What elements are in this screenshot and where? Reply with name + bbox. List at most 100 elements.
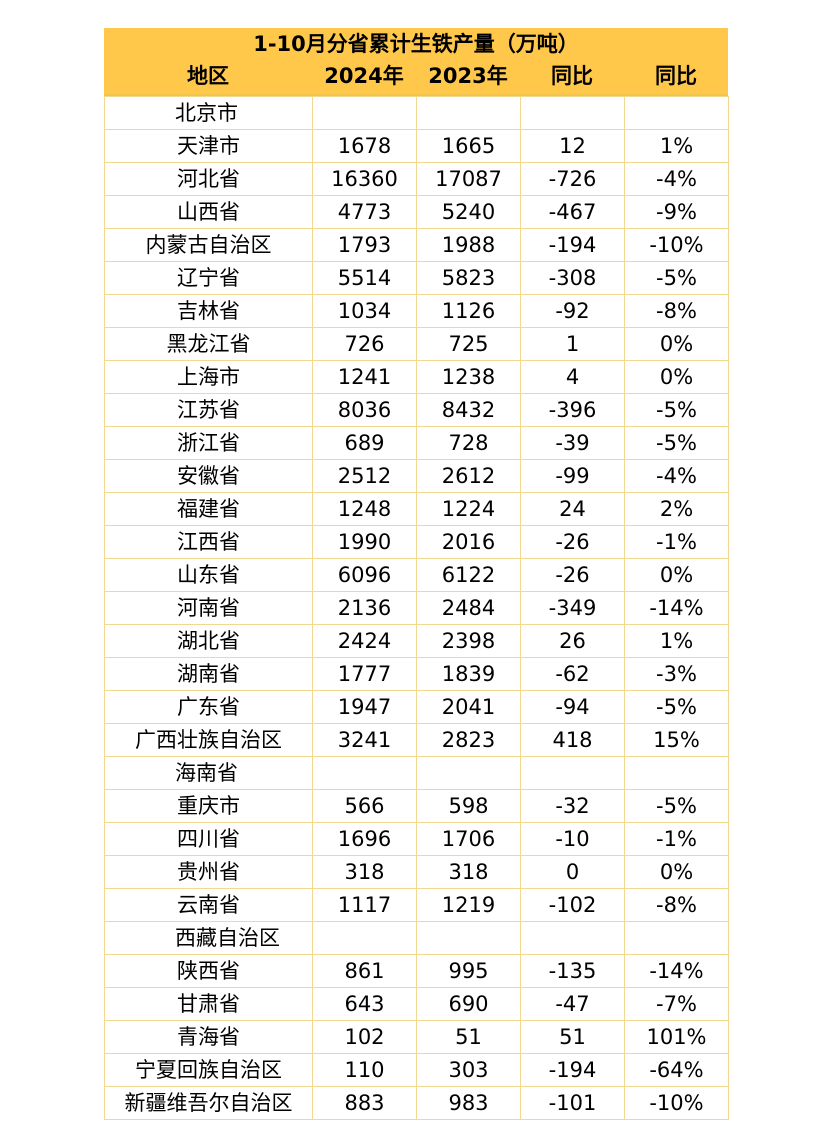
cell-diff[interactable]: -94: [520, 690, 625, 724]
cell-pct[interactable]: -5%: [624, 393, 729, 427]
cell-region[interactable]: 吉林省: [104, 294, 313, 328]
cell-2024[interactable]: 1793: [312, 228, 417, 262]
cell-region[interactable]: 青海省: [104, 1020, 313, 1054]
cell-2023[interactable]: 690: [416, 987, 521, 1021]
cell-2024[interactable]: 110: [312, 1053, 417, 1087]
cell-diff[interactable]: 418: [520, 723, 625, 757]
cell-2024[interactable]: 566: [312, 789, 417, 823]
cell-2024[interactable]: 8036: [312, 393, 417, 427]
cell-pct[interactable]: 1%: [624, 129, 729, 163]
cell-region[interactable]: 甘肃省: [104, 987, 313, 1021]
cell-pct[interactable]: [624, 756, 729, 790]
cell-pct[interactable]: 2%: [624, 492, 729, 526]
cell-2024[interactable]: 2136: [312, 591, 417, 625]
cell-region[interactable]: 新疆维吾尔自治区: [104, 1086, 313, 1120]
cell-2023[interactable]: 5823: [416, 261, 521, 295]
cell-diff[interactable]: -349: [520, 591, 625, 625]
cell-region[interactable]: 贵州省: [104, 855, 313, 889]
cell-pct[interactable]: 101%: [624, 1020, 729, 1054]
cell-pct[interactable]: -3%: [624, 657, 729, 691]
cell-region[interactable]: 重庆市: [104, 789, 313, 823]
cell-2024[interactable]: 1241: [312, 360, 417, 394]
cell-2023[interactable]: 1665: [416, 129, 521, 163]
cell-region[interactable]: 江西省: [104, 525, 313, 559]
cell-2024[interactable]: 726: [312, 327, 417, 361]
cell-pct[interactable]: -5%: [624, 426, 729, 460]
cell-region[interactable]: 广东省: [104, 690, 313, 724]
cell-2023[interactable]: [416, 96, 521, 130]
cell-region[interactable]: 福建省: [104, 492, 313, 526]
cell-diff[interactable]: 12: [520, 129, 625, 163]
cell-pct[interactable]: -1%: [624, 822, 729, 856]
cell-pct[interactable]: -5%: [624, 690, 729, 724]
cell-2023[interactable]: [416, 921, 521, 955]
cell-2024[interactable]: [312, 756, 417, 790]
cell-region[interactable]: 山东省: [104, 558, 313, 592]
cell-2024[interactable]: 1947: [312, 690, 417, 724]
cell-2023[interactable]: 303: [416, 1053, 521, 1087]
cell-region[interactable]: 海南省: [104, 756, 313, 790]
cell-diff[interactable]: -99: [520, 459, 625, 493]
cell-pct[interactable]: -4%: [624, 162, 729, 196]
cell-region[interactable]: 湖南省: [104, 657, 313, 691]
cell-pct[interactable]: -8%: [624, 294, 729, 328]
cell-region[interactable]: 四川省: [104, 822, 313, 856]
cell-2023[interactable]: [416, 756, 521, 790]
cell-diff[interactable]: [520, 96, 625, 130]
cell-region[interactable]: 湖北省: [104, 624, 313, 658]
cell-pct[interactable]: -64%: [624, 1053, 729, 1087]
cell-2024[interactable]: 2424: [312, 624, 417, 658]
cell-2023[interactable]: 1706: [416, 822, 521, 856]
cell-diff[interactable]: -726: [520, 162, 625, 196]
cell-diff[interactable]: -26: [520, 525, 625, 559]
cell-pct[interactable]: -8%: [624, 888, 729, 922]
cell-2023[interactable]: 728: [416, 426, 521, 460]
cell-diff[interactable]: 24: [520, 492, 625, 526]
cell-2023[interactable]: 5240: [416, 195, 521, 229]
cell-2024[interactable]: 1117: [312, 888, 417, 922]
cell-pct[interactable]: -5%: [624, 261, 729, 295]
cell-pct[interactable]: -10%: [624, 1086, 729, 1120]
cell-diff[interactable]: 4: [520, 360, 625, 394]
cell-region[interactable]: 浙江省: [104, 426, 313, 460]
cell-2023[interactable]: 318: [416, 855, 521, 889]
cell-pct[interactable]: -10%: [624, 228, 729, 262]
cell-diff[interactable]: 1: [520, 327, 625, 361]
cell-2024[interactable]: 4773: [312, 195, 417, 229]
cell-pct[interactable]: 0%: [624, 855, 729, 889]
cell-region[interactable]: 江苏省: [104, 393, 313, 427]
cell-region[interactable]: 西藏自治区: [104, 921, 313, 955]
cell-region[interactable]: 北京市: [104, 96, 313, 130]
cell-region[interactable]: 天津市: [104, 129, 313, 163]
cell-diff[interactable]: -101: [520, 1086, 625, 1120]
cell-2023[interactable]: 1839: [416, 657, 521, 691]
cell-2023[interactable]: 2016: [416, 525, 521, 559]
cell-2023[interactable]: 1988: [416, 228, 521, 262]
cell-2024[interactable]: 3241: [312, 723, 417, 757]
cell-pct[interactable]: 1%: [624, 624, 729, 658]
cell-2024[interactable]: 1034: [312, 294, 417, 328]
cell-2024[interactable]: 2512: [312, 459, 417, 493]
cell-2024[interactable]: 643: [312, 987, 417, 1021]
cell-region[interactable]: 河南省: [104, 591, 313, 625]
cell-diff[interactable]: -308: [520, 261, 625, 295]
cell-2023[interactable]: 2041: [416, 690, 521, 724]
cell-2023[interactable]: 1219: [416, 888, 521, 922]
cell-2024[interactable]: 689: [312, 426, 417, 460]
cell-2023[interactable]: 1126: [416, 294, 521, 328]
cell-region[interactable]: 黑龙江省: [104, 327, 313, 361]
cell-diff[interactable]: -135: [520, 954, 625, 988]
cell-2023[interactable]: 51: [416, 1020, 521, 1054]
cell-diff[interactable]: -92: [520, 294, 625, 328]
cell-2024[interactable]: 5514: [312, 261, 417, 295]
cell-region[interactable]: 山西省: [104, 195, 313, 229]
cell-2023[interactable]: 17087: [416, 162, 521, 196]
cell-2024[interactable]: 1678: [312, 129, 417, 163]
cell-pct[interactable]: -14%: [624, 591, 729, 625]
cell-pct[interactable]: -7%: [624, 987, 729, 1021]
cell-diff[interactable]: -10: [520, 822, 625, 856]
cell-pct[interactable]: -1%: [624, 525, 729, 559]
cell-2023[interactable]: 995: [416, 954, 521, 988]
cell-diff[interactable]: -26: [520, 558, 625, 592]
cell-2023[interactable]: 6122: [416, 558, 521, 592]
